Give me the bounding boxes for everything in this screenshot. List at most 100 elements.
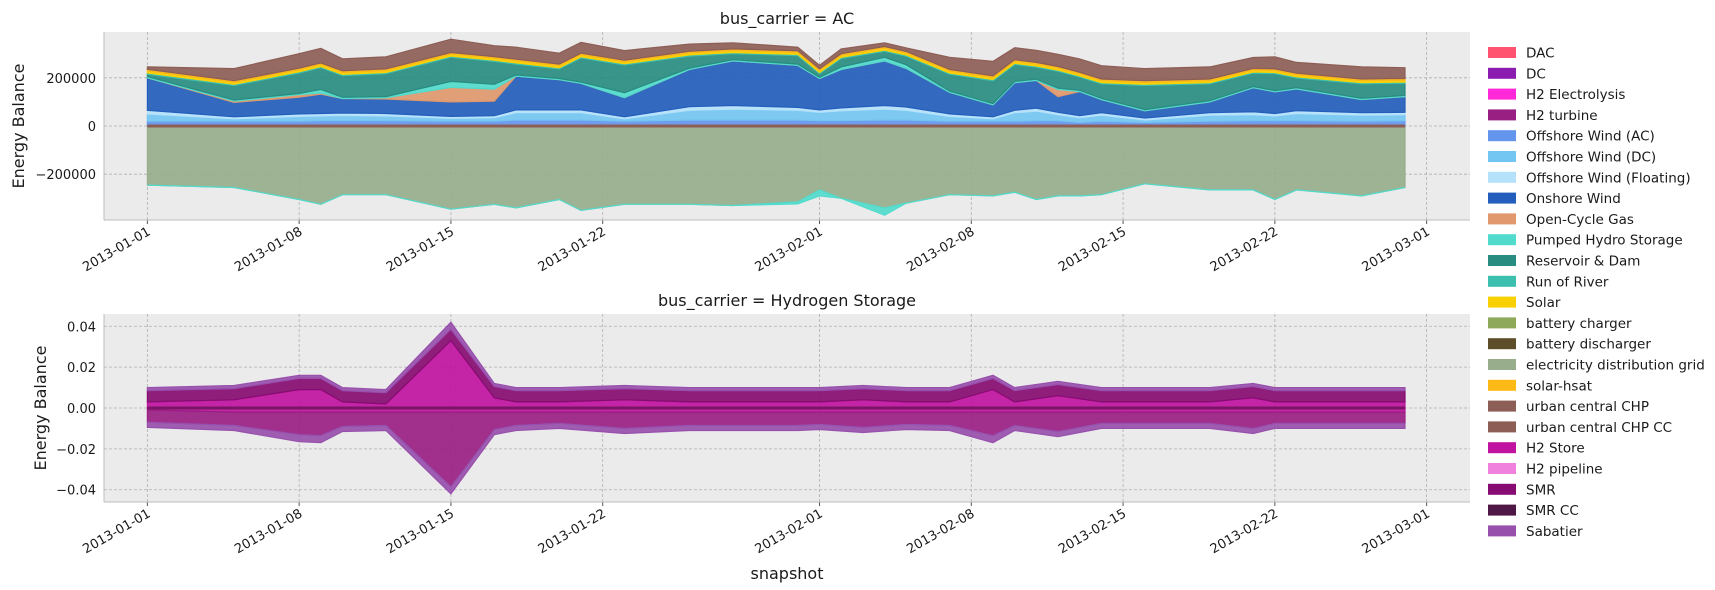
legend-swatch [1488, 359, 1516, 370]
legend-label: Solar [1526, 295, 1561, 311]
legend-item-pumped-hydro-storage: Pumped Hydro Storage [1488, 233, 1683, 249]
legend: DAC DC H2 Electrolysis H2 turbine Offshore W… [1488, 46, 1705, 540]
legend-label: DAC [1526, 46, 1555, 62]
x-tick-label: 2013-01-22 [536, 224, 609, 275]
legend-item-reservoir-dam: Reservoir & Dam [1488, 254, 1640, 270]
x-tick-label: 2013-01-15 [384, 506, 457, 557]
legend-swatch [1488, 421, 1516, 433]
legend-label: battery charger [1526, 316, 1632, 332]
legend-item-run-of-river: Run of River [1488, 274, 1609, 290]
legend-label: Onshore Wind [1526, 191, 1621, 207]
legend-swatch [1488, 213, 1516, 225]
legend-label: H2 Electrolysis [1526, 87, 1625, 103]
legend-swatch [1488, 88, 1516, 100]
legend-label: H2 Store [1526, 441, 1585, 457]
x-tick-label: 2013-02-08 [904, 506, 977, 557]
area-pumped-hydro-storage-negative [147, 183, 1406, 216]
legend-label: Reservoir & Dam [1526, 254, 1640, 270]
panel-ac-y-ticks: −200000 0 200000 [35, 72, 96, 183]
y-tick-label: 0.02 [67, 361, 96, 376]
panel-h2-areas [146, 321, 1406, 495]
legend-label: Sabatier [1526, 524, 1583, 540]
legend-swatch [1488, 442, 1516, 454]
legend-item-h2-pipeline: H2 pipeline [1488, 462, 1603, 478]
panel-h2-y-ticks: −0.04 −0.02 0.00 0.02 0.04 [56, 320, 96, 498]
panel-ac-title: bus_carrier = AC [720, 9, 854, 29]
panel-h2-x-ticks: 2013-01-01 2013-01-08 2013-01-15 2013-01-22… [80, 502, 1433, 557]
panel-ac: −200000 0 200000 2013-01-01 2013-01-08 2013-… [9, 9, 1470, 275]
legend-item-urban-central-chp-cc: urban central CHP CC [1488, 420, 1672, 436]
legend-swatch [1488, 234, 1516, 246]
legend-swatch [1488, 255, 1516, 266]
panel-hydrogen-storage: −0.04−0.020.000.020.04 2013-01-01 2013-01… [31, 291, 1470, 583]
legend-item-offshore-wind-floating: Offshore Wind (Floating) [1488, 170, 1691, 186]
legend-label: H2 turbine [1526, 108, 1598, 124]
area-urban-central-chp [146, 38, 1406, 82]
legend-label: Run of River [1526, 274, 1609, 290]
legend-item-offshore-wind-ac: Offshore Wind (AC) [1488, 129, 1655, 145]
area-sabatier-negative [146, 421, 1406, 495]
legend-swatch [1488, 400, 1516, 412]
legend-swatch [1488, 525, 1516, 537]
legend-item-onshore-wind: Onshore Wind [1488, 191, 1621, 207]
y-tick-label: −200000 [35, 168, 96, 183]
y-tick-label: 0 [88, 120, 96, 135]
legend-label: H2 pipeline [1526, 462, 1603, 478]
legend-item-dc: DC [1488, 66, 1546, 82]
legend-swatch [1488, 317, 1516, 329]
legend-label: SMR [1526, 482, 1556, 498]
legend-item-smr: SMR [1488, 482, 1556, 498]
legend-item-solar: Solar [1488, 295, 1561, 311]
legend-item-h2-electrolysis: H2 Electrolysis [1488, 87, 1625, 103]
legend-swatch [1488, 171, 1516, 183]
legend-swatch [1488, 483, 1516, 495]
legend-item-smr-cc: SMR CC [1488, 503, 1579, 519]
panel-ac-x-ticks: 2013-01-01 2013-01-08 2013-01-15 2013-01-22… [80, 220, 1433, 275]
x-tick-label: 2013-03-01 [1360, 506, 1433, 557]
legend-label: battery discharger [1526, 337, 1651, 353]
y-tick-label: 0.04 [67, 320, 96, 335]
legend-label: DC [1526, 66, 1546, 82]
y-tick-label: 200000 [46, 72, 96, 87]
legend-item-h2-turbine: H2 turbine [1488, 108, 1598, 124]
x-tick-label: 2013-02-15 [1056, 506, 1129, 557]
legend-swatch [1488, 463, 1516, 474]
x-tick-label: 2013-01-01 [80, 224, 153, 275]
legend-swatch [1488, 151, 1516, 162]
legend-label: Offshore Wind (Floating) [1526, 170, 1691, 186]
legend-label: urban central CHP [1526, 399, 1649, 415]
x-tick-label: 2013-02-01 [753, 506, 826, 557]
legend-item-battery-charger: battery charger [1488, 316, 1632, 332]
x-tick-label: 2013-01-01 [80, 506, 153, 557]
legend-swatch [1488, 192, 1516, 204]
legend-item-open-cycle-gas: Open-Cycle Gas [1488, 212, 1634, 228]
legend-swatch [1488, 130, 1516, 142]
legend-swatch [1488, 338, 1516, 350]
area-sabatier [146, 321, 1406, 394]
legend-label: electricity distribution grid [1526, 358, 1705, 374]
x-tick-label: 2013-02-15 [1056, 224, 1129, 275]
legend-swatch [1488, 67, 1516, 79]
panel-h2-y-label: Energy Balance [31, 346, 50, 471]
legend-item-sabatier: Sabatier [1488, 524, 1583, 540]
legend-item-battery-discharger: battery discharger [1488, 337, 1651, 353]
legend-swatch [1488, 275, 1516, 287]
x-tick-label: 2013-01-08 [232, 224, 305, 275]
legend-swatch [1488, 47, 1516, 58]
legend-label: Offshore Wind (DC) [1526, 150, 1656, 166]
legend-label: SMR CC [1526, 503, 1579, 519]
legend-item-dac: DAC [1488, 46, 1555, 62]
panel-h2-x-label: snapshot [751, 564, 824, 583]
legend-item-solar-hsat: solar-hsat [1488, 378, 1592, 394]
x-tick-label: 2013-01-22 [536, 506, 609, 557]
legend-swatch [1488, 504, 1516, 516]
legend-item-electricity-distribution-grid: electricity distribution grid [1488, 358, 1705, 374]
legend-swatch [1488, 296, 1516, 308]
panel-ac-y-label: Energy Balance [9, 64, 28, 189]
legend-label: solar-hsat [1526, 378, 1592, 394]
legend-label: Pumped Hydro Storage [1526, 233, 1683, 249]
legend-swatch [1488, 109, 1516, 121]
y-tick-label: 0.00 [67, 402, 96, 417]
x-tick-label: 2013-02-01 [753, 224, 826, 275]
